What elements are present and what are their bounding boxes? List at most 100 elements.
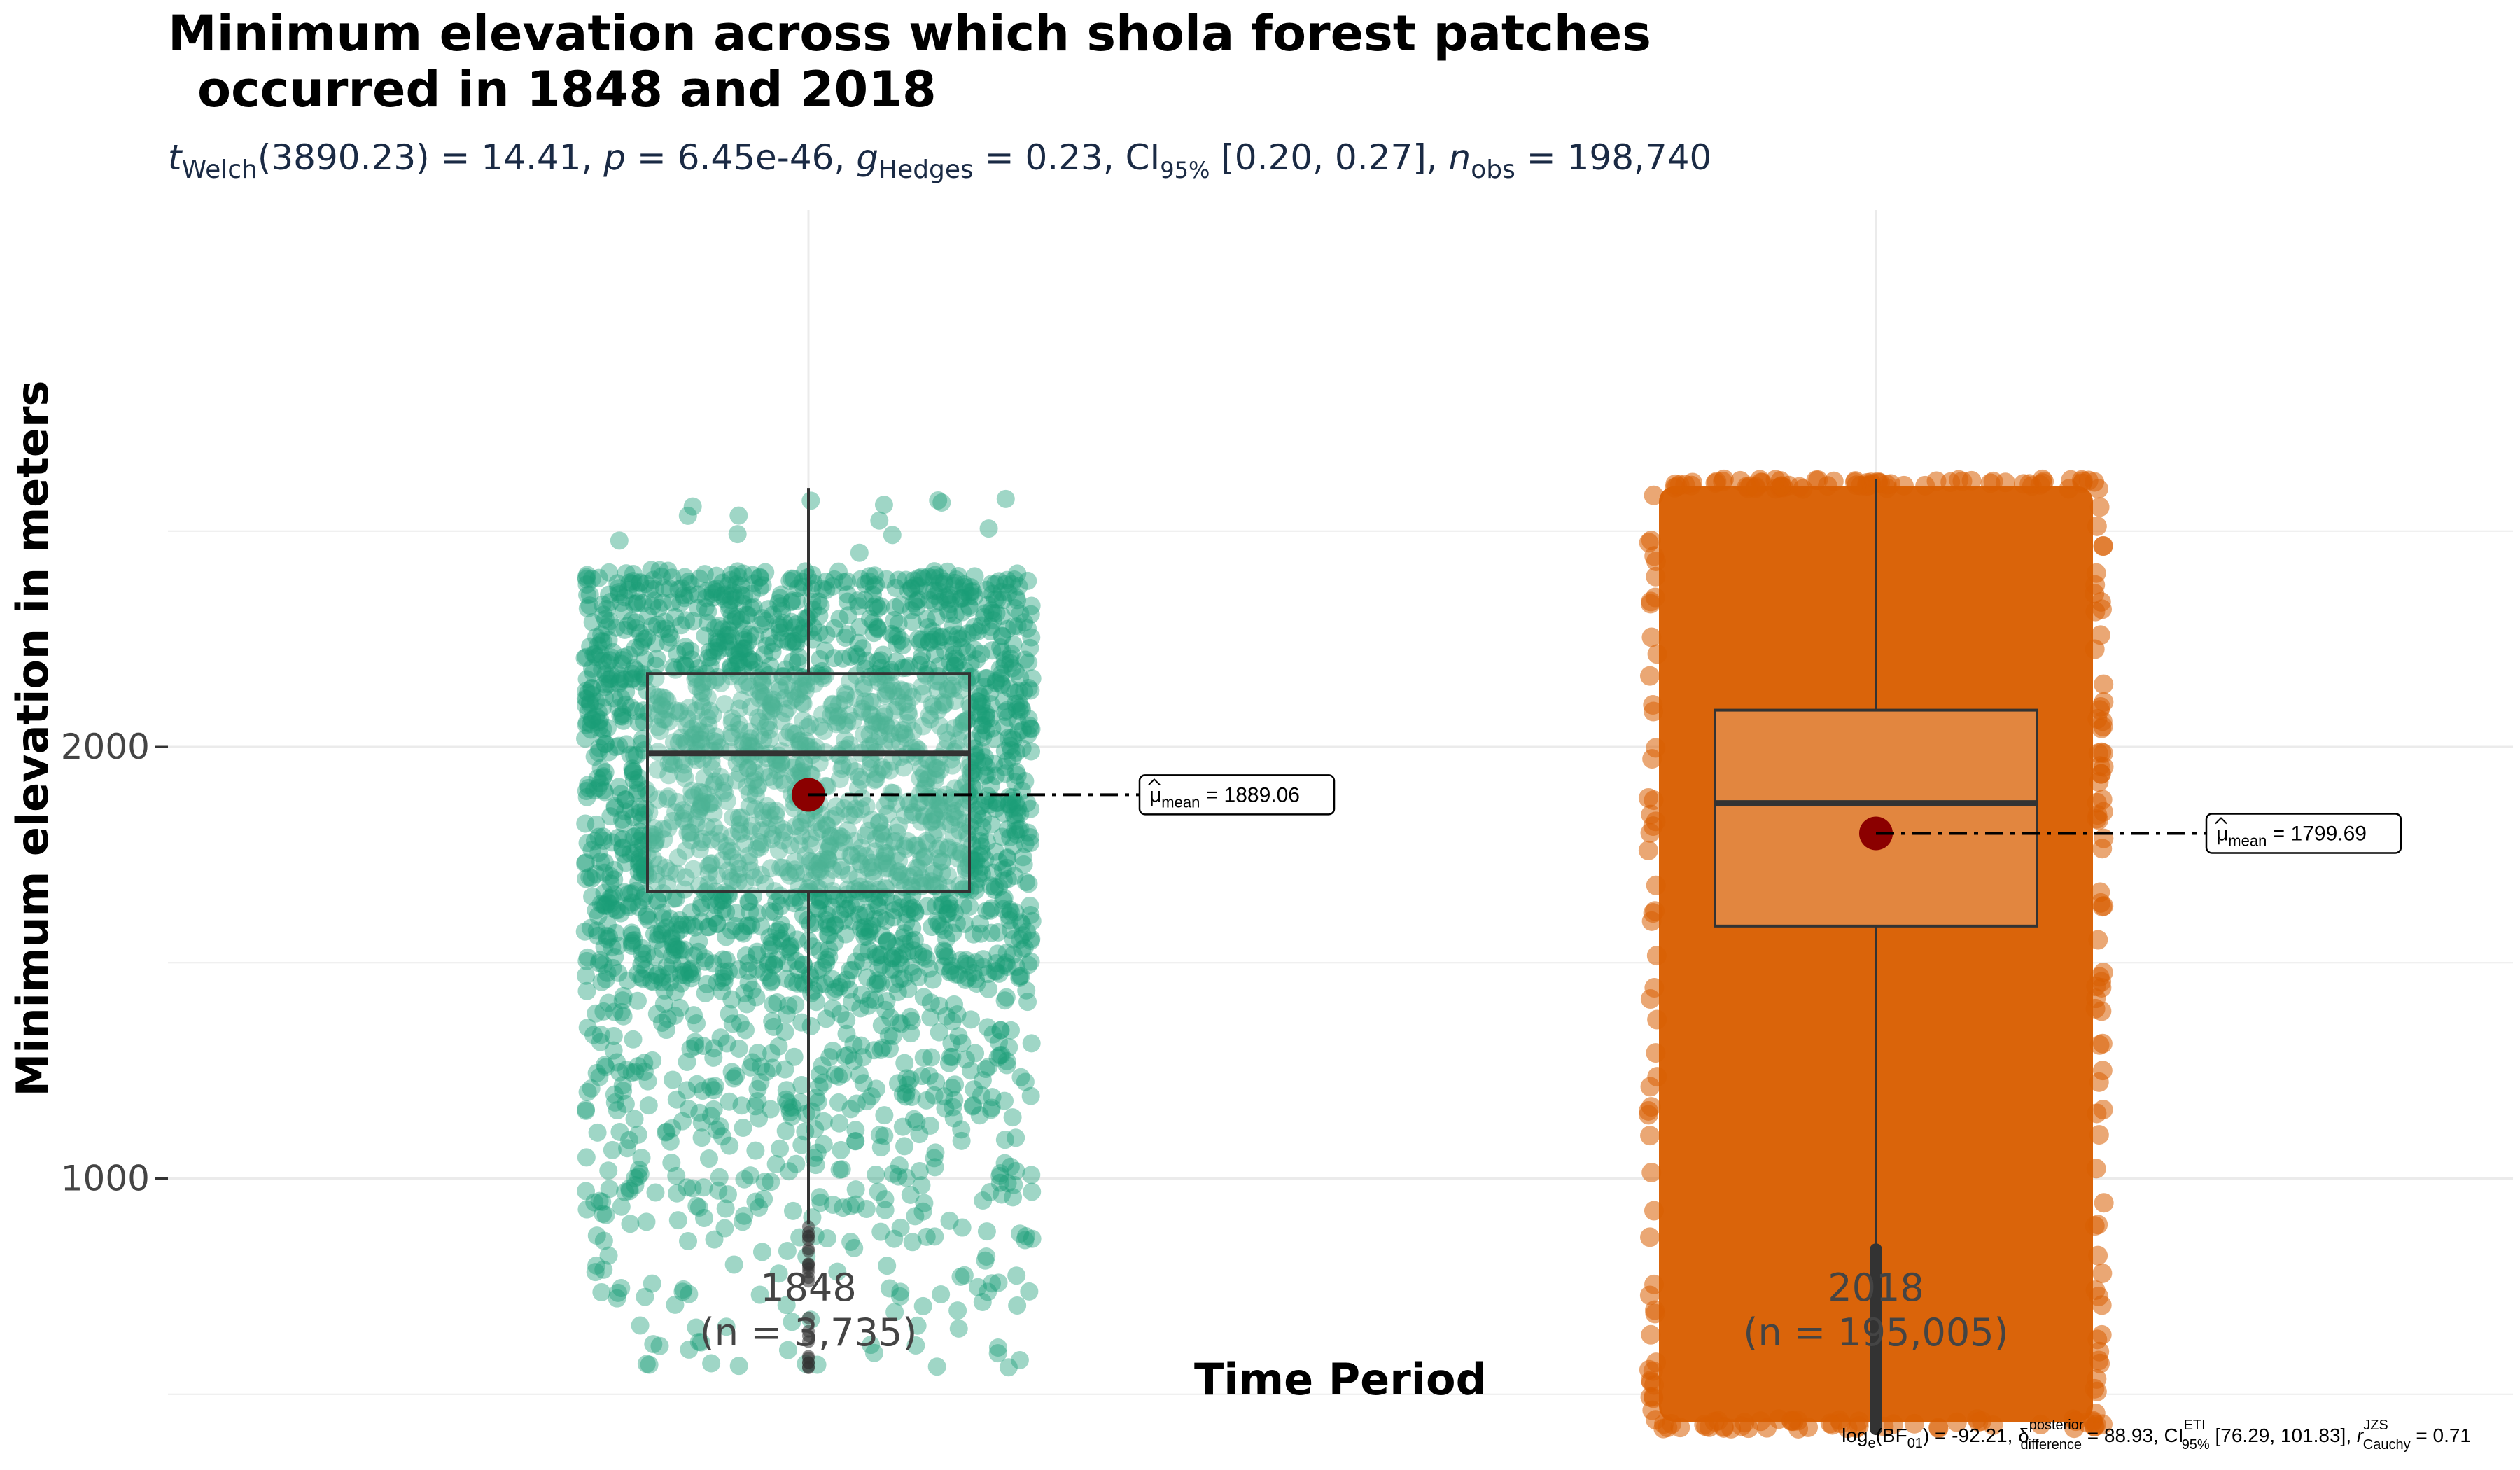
jitter-point bbox=[818, 850, 837, 869]
jitter-point bbox=[664, 658, 683, 677]
jitter-point bbox=[873, 955, 892, 974]
jitter-point bbox=[786, 817, 805, 836]
jitter-point bbox=[783, 592, 802, 610]
jitter-point bbox=[946, 666, 965, 685]
jitter-point bbox=[778, 953, 797, 972]
jitter-point bbox=[577, 1148, 596, 1167]
jitter-point bbox=[844, 711, 862, 730]
jitter-point bbox=[580, 596, 599, 615]
jitter-point bbox=[709, 1181, 728, 1200]
jitter-point bbox=[708, 915, 727, 934]
jitter-point bbox=[757, 636, 776, 655]
jitter-point bbox=[875, 707, 894, 726]
jitter-point bbox=[854, 676, 873, 694]
jitter-point bbox=[1005, 570, 1024, 589]
jitter-point bbox=[982, 923, 1001, 942]
jitter-point bbox=[938, 947, 957, 966]
jitter-point bbox=[624, 762, 643, 781]
jitter-point bbox=[762, 1172, 780, 1191]
jitter-point bbox=[949, 629, 968, 648]
jitter-point bbox=[721, 570, 740, 589]
jitter-point bbox=[927, 1072, 946, 1091]
jitter-point bbox=[969, 704, 988, 723]
jitter-point bbox=[983, 641, 1002, 660]
jitter-point bbox=[918, 834, 937, 853]
jitter-point bbox=[1000, 911, 1019, 930]
jitter-point bbox=[742, 916, 761, 934]
jitter-point bbox=[965, 1080, 983, 1099]
jitter-point bbox=[596, 610, 615, 629]
jitter-point bbox=[740, 678, 759, 696]
jitter-point bbox=[664, 1070, 682, 1089]
jitter-point bbox=[909, 967, 928, 986]
jitter-point bbox=[993, 827, 1011, 846]
jitter-point bbox=[938, 731, 957, 750]
jitter-point bbox=[614, 711, 633, 730]
jitter-point bbox=[987, 953, 1006, 972]
jitter-point bbox=[622, 612, 641, 631]
jitter-point bbox=[2087, 808, 2107, 829]
jitter-point bbox=[853, 943, 872, 962]
jitter-point bbox=[776, 689, 794, 708]
jitter-point bbox=[913, 685, 932, 704]
jitter-point bbox=[682, 728, 701, 747]
jitter-point bbox=[639, 1096, 658, 1115]
jitter-point bbox=[891, 1287, 910, 1306]
jitter-point bbox=[633, 939, 652, 958]
jitter-point bbox=[706, 1077, 724, 1096]
jitter-point bbox=[876, 1200, 895, 1219]
jitter-point bbox=[972, 1086, 990, 1105]
jitter-point bbox=[620, 645, 638, 664]
jitter-point bbox=[772, 597, 791, 616]
jitter-point bbox=[690, 799, 709, 818]
jitter-point bbox=[798, 718, 817, 736]
jitter-point bbox=[1016, 772, 1035, 791]
jitter-point bbox=[925, 862, 944, 881]
jitter-point bbox=[696, 983, 715, 1002]
jitter-point bbox=[1015, 682, 1034, 701]
jitter-point bbox=[706, 727, 725, 746]
jitter-point bbox=[580, 867, 599, 886]
jitter-point bbox=[625, 746, 644, 765]
jitter-point bbox=[589, 844, 608, 862]
jitter-point bbox=[617, 682, 636, 701]
jitter-point bbox=[769, 615, 788, 634]
jitter-point bbox=[705, 1039, 724, 1058]
jitter-point bbox=[630, 853, 649, 872]
jitter-point bbox=[944, 617, 962, 636]
jitter-point bbox=[920, 634, 939, 652]
jitter-point bbox=[736, 873, 755, 892]
jitter-point bbox=[1011, 698, 1030, 717]
jitter-point bbox=[661, 909, 680, 928]
jitter-point bbox=[735, 983, 754, 1002]
jitter-point bbox=[814, 1073, 833, 1092]
jitter-point bbox=[830, 1114, 849, 1133]
jitter-point bbox=[907, 592, 926, 610]
jitter-point bbox=[652, 968, 671, 987]
jitter-point bbox=[592, 895, 610, 913]
jitter-point bbox=[914, 1049, 933, 1068]
jitter-point bbox=[757, 702, 776, 721]
jitter-point bbox=[580, 695, 599, 714]
jitter-point bbox=[771, 623, 790, 642]
jitter-point bbox=[823, 577, 842, 596]
jitter-point bbox=[753, 802, 772, 820]
jitter-point bbox=[1646, 551, 1666, 571]
jitter-point bbox=[1789, 477, 1809, 497]
jitter-point bbox=[930, 1023, 948, 1042]
jitter-point bbox=[663, 955, 682, 974]
jitter-point bbox=[2092, 1263, 2113, 1283]
jitter-point bbox=[1004, 635, 1023, 654]
jitter-point bbox=[907, 836, 926, 855]
jitter-point bbox=[619, 616, 638, 635]
jitter-point bbox=[952, 722, 971, 741]
jitter-point bbox=[594, 1002, 613, 1021]
jitter-point bbox=[859, 996, 878, 1015]
jitter-point bbox=[598, 930, 617, 948]
jitter-point bbox=[741, 902, 760, 921]
jitter-point bbox=[995, 1130, 1014, 1149]
jitter-point bbox=[958, 643, 977, 662]
jitter-point bbox=[786, 852, 805, 871]
jitter-point bbox=[615, 845, 634, 864]
jitter-point bbox=[923, 630, 942, 649]
